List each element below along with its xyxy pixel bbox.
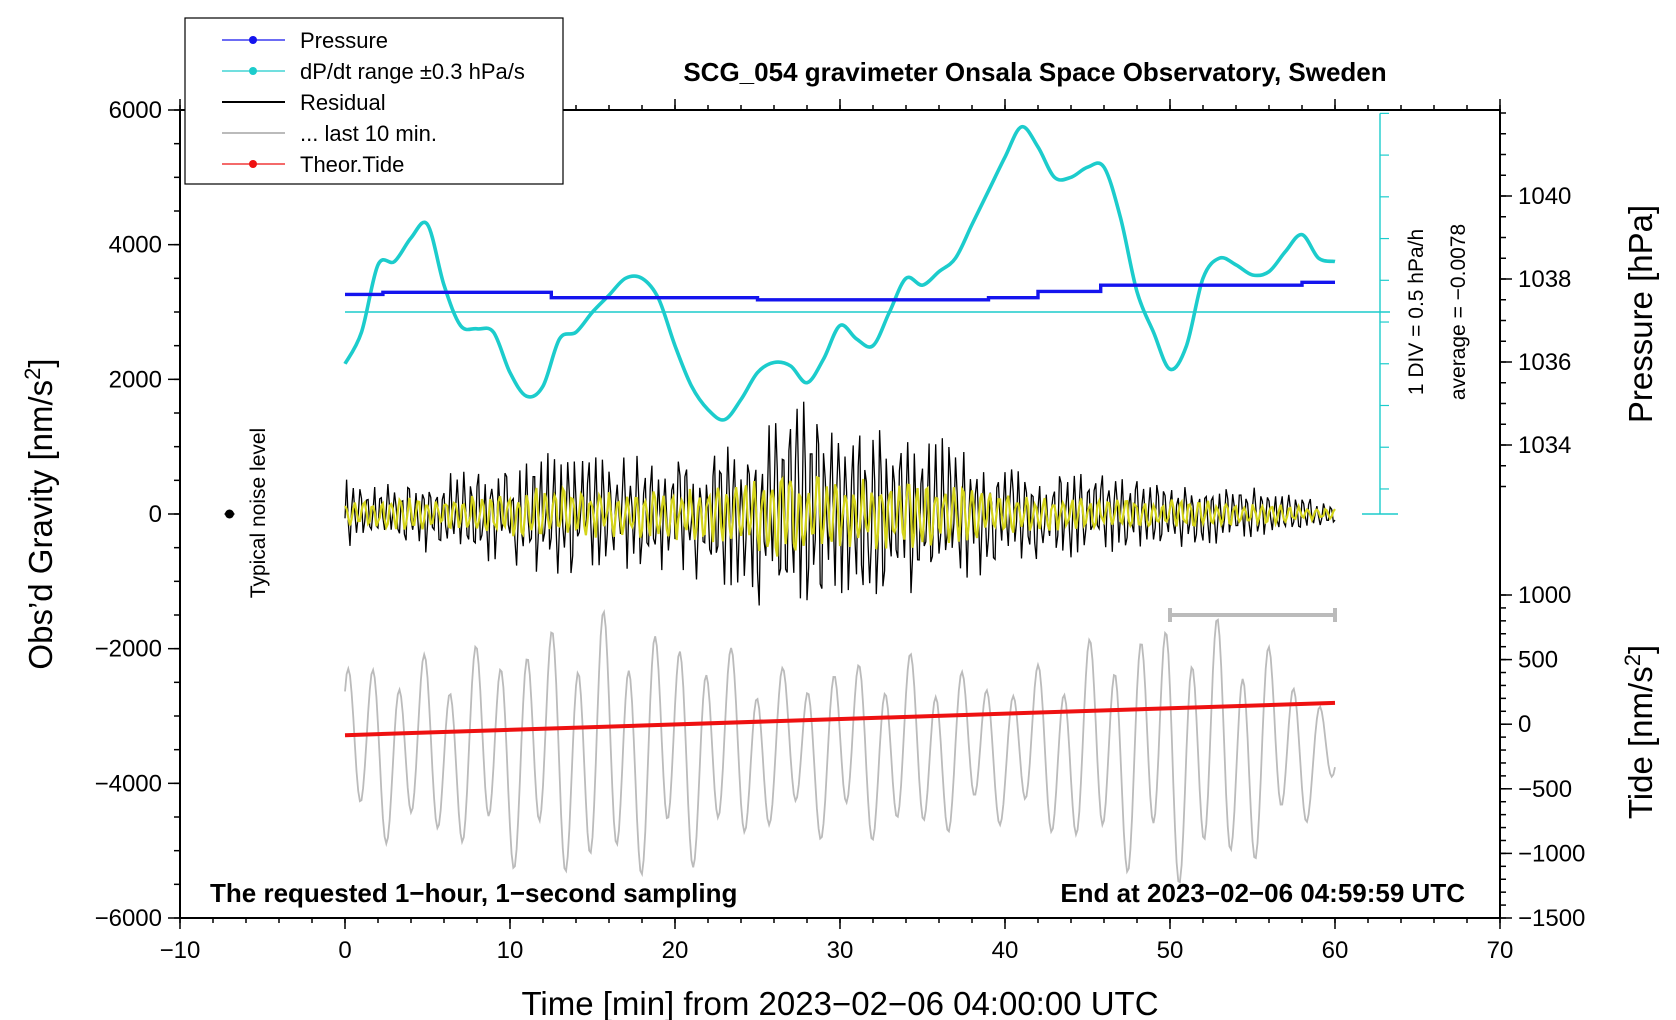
series-pressure-line	[345, 280, 1335, 302]
y-tick-label-gravity: −4000	[95, 770, 162, 797]
y-tick-label-pressure: 1038	[1518, 266, 1571, 293]
y-tick-label-gravity: 2000	[109, 366, 162, 393]
y-tick-label-gravity: 4000	[109, 232, 162, 259]
series-last10-line	[344, 609, 1336, 884]
legend-marker-pressure	[249, 36, 257, 44]
div-label: 1 DIV = 0.5 hPa/h	[1405, 229, 1428, 395]
y-tick-label-tide: 500	[1518, 647, 1558, 674]
y-tick-label-pressure: 1034	[1518, 432, 1571, 459]
x-tick-label: 30	[827, 937, 854, 964]
legend-item-residual: Residual	[222, 90, 386, 115]
legend-label-pressure: Pressure	[300, 28, 388, 53]
series-residual-smoothed-line	[344, 475, 1336, 557]
x-tick-label: 40	[992, 937, 1019, 964]
legend-item-last10: ... last 10 min.	[222, 121, 437, 146]
noise-label: Typical noise level	[247, 428, 270, 598]
y-tick-label-tide: 1000	[1518, 582, 1571, 609]
legend-item-pressure: Pressure	[222, 28, 388, 53]
y-tick-label-tide: −1500	[1518, 905, 1585, 932]
y-tick-label-pressure: 1040	[1518, 183, 1571, 210]
x-axis-title: Time [min] from 2023−02−06 04:00:00 UTC	[521, 985, 1158, 1020]
legend-label-residual: Residual	[300, 90, 386, 115]
y-axis-title-tide: Tide [nm/s2]	[1620, 645, 1659, 819]
y-tick-label-gravity: 6000	[109, 97, 162, 124]
y-tick-label-gravity: −6000	[95, 905, 162, 932]
legend-label-tide: Theor.Tide	[300, 152, 404, 177]
legend: Pressure dP/dt range ±0.3 hPa/s Residual…	[184, 17, 564, 185]
chart-title: SCG_054 gravimeter Onsala Space Observat…	[683, 57, 1386, 87]
y-tick-label-tide: −1000	[1518, 840, 1585, 867]
x-tick-label: 0	[338, 937, 351, 964]
average-label: average = −0.0078	[1447, 224, 1470, 400]
y-axis-title-gravity: Obs’d Gravity [nm/s2]	[20, 358, 59, 669]
ticks-layer: −10 0 10 20 30 40 50 60 70 6000 4000 2000 0 −2000 −400…	[95, 97, 1586, 964]
y-tick-label-tide: 0	[1518, 711, 1531, 738]
series-tide-line	[344, 700, 1336, 738]
x-tick-label: 20	[662, 937, 689, 964]
legend-item-tide: Theor.Tide	[222, 152, 404, 177]
y-tick-label-pressure: 1036	[1518, 349, 1571, 376]
series-layer	[224, 112, 1398, 884]
legend-marker-tide	[249, 160, 257, 168]
y-tick-label-gravity: 0	[149, 501, 162, 528]
y-tick-label-gravity: −2000	[95, 636, 162, 663]
x-tick-label: 50	[1157, 937, 1184, 964]
x-tick-label: 70	[1487, 937, 1514, 964]
legend-marker-dpdt	[249, 67, 257, 75]
y-axis-title-pressure: Pressure [hPa]	[1622, 205, 1659, 423]
series-dpdt-line	[343, 124, 1336, 422]
legend-label-dpdt: dP/dt range ±0.3 hPa/s	[300, 59, 525, 84]
x-tick-label: 10	[497, 937, 524, 964]
y-tick-label-tide: −500	[1518, 776, 1572, 803]
legend-label-last10: ... last 10 min.	[300, 121, 437, 146]
legend-item-dpdt: dP/dt range ±0.3 hPa/s	[222, 59, 525, 84]
x-tick-label: 60	[1322, 937, 1349, 964]
footer-left-label: The requested 1−hour, 1−second sampling	[210, 878, 737, 908]
footer-right-label: End at 2023−02−06 04:59:59 UTC	[1060, 878, 1465, 908]
x-tick-label: −10	[160, 937, 201, 964]
